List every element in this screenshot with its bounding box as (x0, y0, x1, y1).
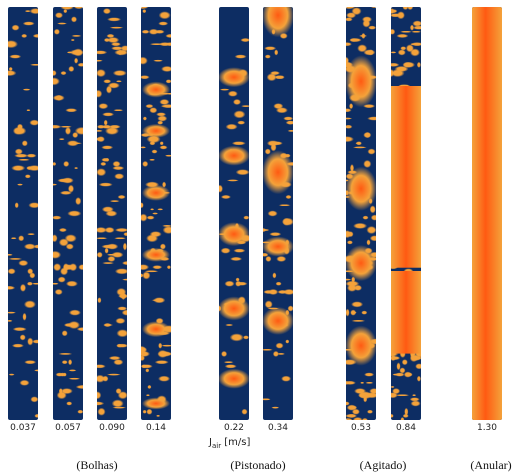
axis-label: Jair [m/s] (209, 437, 250, 450)
flow-strip-5 (219, 7, 249, 420)
annular-texture (472, 7, 502, 420)
bubbly-texture (53, 7, 83, 420)
churn-texture (391, 7, 421, 420)
churn-texture (346, 7, 376, 420)
bubbly-texture (8, 7, 38, 420)
flow-strip-3 (97, 7, 127, 420)
regime-label-annular: (Anular) (470, 458, 512, 472)
bubbly-texture (97, 7, 127, 420)
velocity-label: 0.057 (55, 423, 81, 433)
axis-symbol: J (209, 437, 212, 448)
velocity-label: 0.22 (223, 423, 245, 433)
regime-label-churn: (Agitado) (359, 458, 407, 472)
regime-label-slug: (Pistonado) (230, 458, 286, 472)
flow-strip-1 (8, 7, 38, 420)
flow-strip-4 (141, 7, 171, 420)
velocity-label: 0.84 (395, 423, 417, 433)
flow-strip-9 (472, 7, 502, 420)
slug-texture (219, 7, 249, 420)
axis-unit: [m/s] (224, 437, 251, 448)
flow-strip-6 (263, 7, 293, 420)
axis-subscript: air (211, 442, 222, 450)
regime-label-bubbly: (Bolhas) (76, 458, 118, 472)
velocity-label: 0.037 (10, 423, 36, 433)
flow-strip-7 (346, 7, 376, 420)
velocity-label: 1.30 (476, 423, 498, 433)
velocity-label: 0.090 (99, 423, 125, 433)
slug-texture (263, 7, 293, 420)
bubbly-texture (141, 7, 171, 420)
velocity-label: 0.53 (350, 423, 372, 433)
velocity-label: 0.14 (145, 423, 167, 433)
velocity-label: 0.34 (267, 423, 289, 433)
flow-strip-2 (53, 7, 83, 420)
flow-strip-8 (391, 7, 421, 420)
